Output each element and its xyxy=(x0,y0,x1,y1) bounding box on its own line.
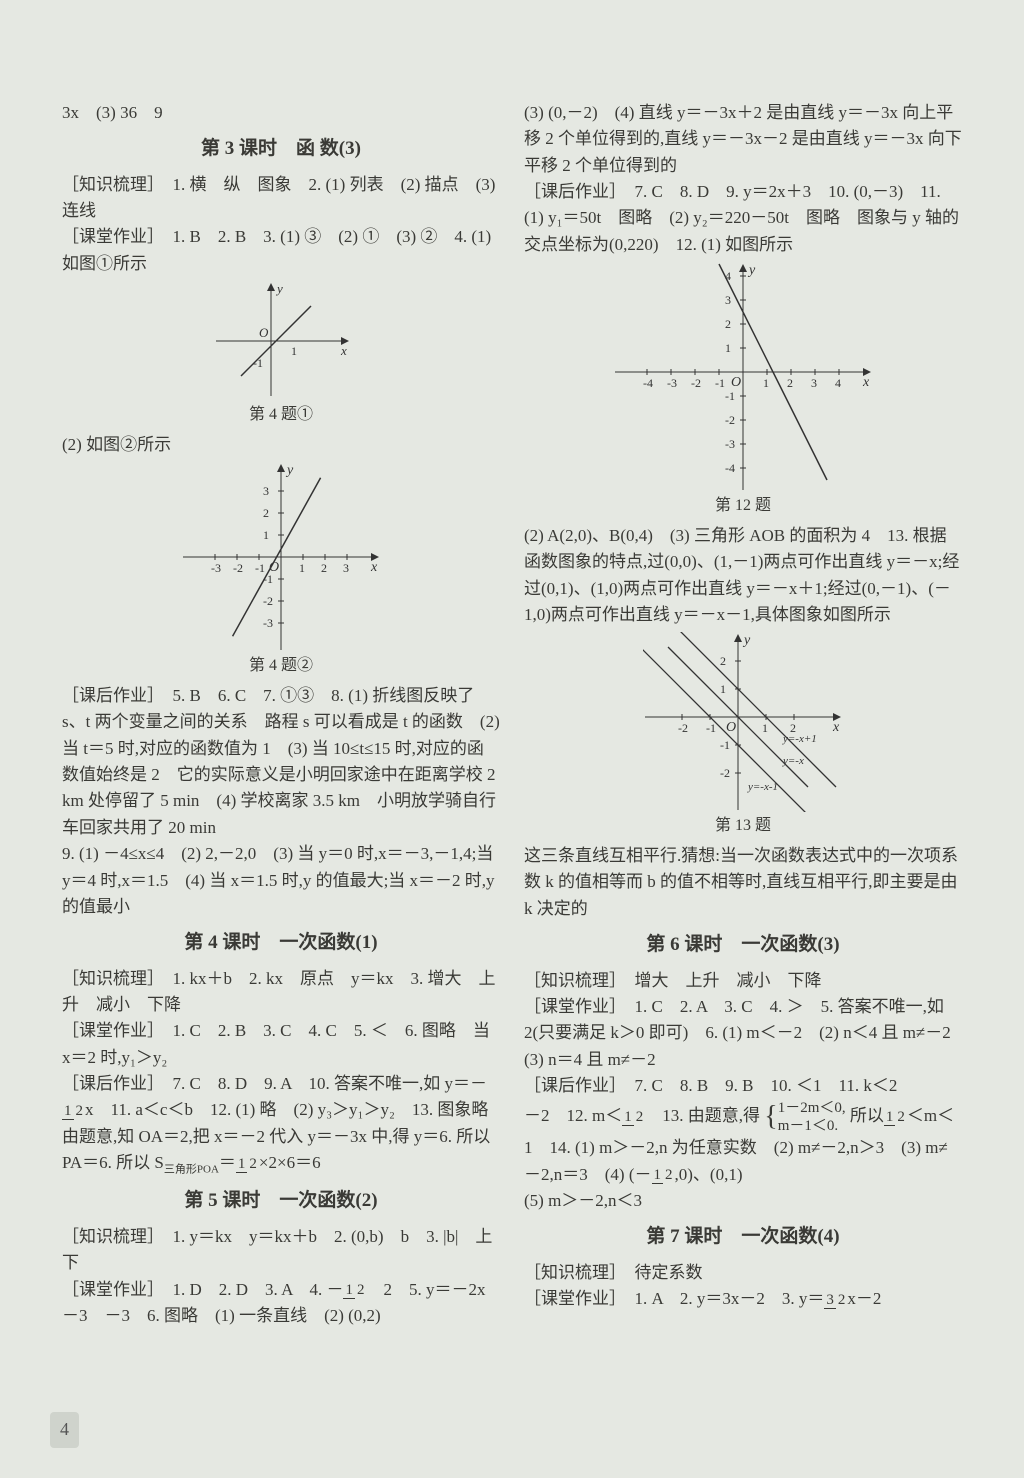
svg-text:-1: -1 xyxy=(725,389,735,403)
fig1-caption: 第 4 题① xyxy=(249,403,313,428)
l7-zs: ［知识梳理］ 待定系数 xyxy=(524,1260,962,1286)
svg-text:3: 3 xyxy=(343,561,349,575)
fig13-caption: 第 13 题 xyxy=(715,814,771,839)
lesson3-title: 第 3 课时 函 数(3) xyxy=(62,134,500,163)
graph-icon: xyO-4-3-2-11234-4-3-2-11234 xyxy=(613,262,873,492)
svg-text:O: O xyxy=(726,720,736,735)
svg-text:1: 1 xyxy=(299,561,305,575)
figure-12: xyO-4-3-2-11234-4-3-2-11234 第 12 题 xyxy=(524,262,962,519)
svg-text:3: 3 xyxy=(725,293,731,307)
l3-q9: 9. (1) －4≤x≤4 (2) 2,－2,0 (3) 当 y＝0 时,x＝－… xyxy=(62,841,500,920)
figure-4-2: xyO-3-2-1123-3-2-1123 第 4 题② xyxy=(62,462,500,679)
svg-text:1: 1 xyxy=(263,528,269,542)
l4-kt: ［课堂作业］ 1. C 2. B 3. C 4. C 5. ＜ 6. 图略 当 … xyxy=(62,1018,500,1071)
svg-text:3: 3 xyxy=(263,484,269,498)
svg-text:2: 2 xyxy=(725,317,731,331)
figure-13: xyO-2-112-2-112y=-x+1y=-xy=-x-1 第 13 题 xyxy=(524,632,962,839)
svg-text:-4: -4 xyxy=(725,461,735,475)
l3-kt: ［课堂作业］ 1. B 2. B 3. (1) ③ (2) ① (3) ② 4.… xyxy=(62,224,500,277)
l6-kt: ［课堂作业］ 1. C 2. A 3. C 4. ＞ 5. 答案不唯一,如 2(… xyxy=(524,994,962,1073)
l6-zs: ［知识梳理］ 增大 上升 减小 下降 xyxy=(524,968,962,994)
right-column: (3) (0,－2) (4) 直线 y＝－3x＋2 是由直线 y＝－3x 向上平… xyxy=(512,100,974,1438)
svg-text:-1: -1 xyxy=(715,376,725,390)
svg-text:4: 4 xyxy=(835,376,841,390)
fig12-caption: 第 12 题 xyxy=(715,494,771,519)
l3-kh: ［课后作业］ 5. B 6. C 7. ①③ 8. (1) 折线图反映了 s、t… xyxy=(62,683,500,841)
svg-text:-3: -3 xyxy=(263,616,273,630)
svg-text:O: O xyxy=(259,325,269,340)
svg-text:O: O xyxy=(731,375,741,390)
lesson4-title: 第 4 课时 一次函数(1) xyxy=(62,928,500,957)
lesson5-title: 第 5 课时 一次函数(2) xyxy=(62,1186,500,1215)
svg-text:y=-x: y=-x xyxy=(782,755,804,767)
svg-text:-2: -2 xyxy=(725,413,735,427)
svg-text:x: x xyxy=(340,343,347,358)
svg-text:x: x xyxy=(370,560,378,575)
fig2-caption: 第 4 题② xyxy=(249,654,313,679)
svg-text:-3: -3 xyxy=(211,561,221,575)
figure-4-1: xyO1-1 第 4 题① xyxy=(62,281,500,428)
r-kh: ［课后作业］ 7. C 8. D 9. y＝2x＋3 10. (0,－3) 11… xyxy=(524,179,962,258)
svg-text:y: y xyxy=(742,633,751,648)
l3-mid: (2) 如图②所示 xyxy=(62,432,500,458)
r-q12b: (2) A(2,0)、B(0,4) (3) 三角形 AOB 的面积为 4 13.… xyxy=(524,523,962,628)
svg-text:2: 2 xyxy=(263,506,269,520)
graph-icon: xyO-3-2-1123-3-2-1123 xyxy=(181,462,381,652)
svg-text:-4: -4 xyxy=(643,376,653,390)
svg-text:3: 3 xyxy=(811,376,817,390)
svg-text:-3: -3 xyxy=(725,437,735,451)
svg-text:2: 2 xyxy=(321,561,327,575)
l6-kh: ［课后作业］ 7. C 8. B 9. B 10. ＜1 11. k＜2 －2 … xyxy=(524,1073,962,1214)
svg-text:y: y xyxy=(285,463,294,478)
svg-text:-3: -3 xyxy=(667,376,677,390)
r-q13end: 这三条直线互相平行.猜想:当一次函数表达式中的一次项系数 k 的值相等而 b 的… xyxy=(524,843,962,922)
svg-text:1: 1 xyxy=(763,376,769,390)
svg-text:y=-x+1: y=-x+1 xyxy=(782,733,817,745)
svg-text:-2: -2 xyxy=(720,766,730,780)
svg-text:-2: -2 xyxy=(233,561,243,575)
svg-text:-1: -1 xyxy=(720,738,730,752)
top-line: 3x (3) 36 9 xyxy=(62,100,500,126)
graph-icon: xyO-2-112-2-112y=-x+1y=-xy=-x-1 xyxy=(643,632,843,812)
svg-text:-2: -2 xyxy=(691,376,701,390)
svg-text:x: x xyxy=(862,375,870,390)
lesson6-title: 第 6 课时 一次函数(3) xyxy=(524,930,962,959)
l5-zs: ［知识梳理］ 1. y＝kx y＝kx＋b 2. (0,b) b 3. |b| … xyxy=(62,1224,500,1277)
svg-text:-2: -2 xyxy=(678,721,688,735)
svg-text:1: 1 xyxy=(291,344,297,358)
page: 3x (3) 36 9 第 3 课时 函 数(3) ［知识梳理］ 1. 横 纵 … xyxy=(0,0,1024,1478)
l5-kt: ［课堂作业］ 1. D 2. D 3. A 4. －12 2 5. y＝－2x－… xyxy=(62,1277,500,1330)
l4-kh: ［课后作业］ 7. C 8. D 9. A 10. 答案不唯一,如 y＝－12x… xyxy=(62,1071,500,1178)
svg-text:2: 2 xyxy=(720,654,726,668)
svg-text:1: 1 xyxy=(720,682,726,696)
svg-text:2: 2 xyxy=(787,376,793,390)
svg-text:x: x xyxy=(832,720,840,735)
l7-kt: ［课堂作业］ 1. A 2. y＝3x－2 3. y＝32x－2 xyxy=(524,1286,962,1312)
svg-text:y=-x-1: y=-x-1 xyxy=(747,781,778,793)
svg-text:y: y xyxy=(275,281,283,296)
l4-zs: ［知识梳理］ 1. kx＋b 2. kx 原点 y＝kx 3. 增大 上升 减小… xyxy=(62,966,500,1019)
left-column: 3x (3) 36 9 第 3 课时 函 数(3) ［知识梳理］ 1. 横 纵 … xyxy=(50,100,512,1438)
svg-text:1: 1 xyxy=(762,721,768,735)
svg-text:y: y xyxy=(747,263,756,278)
graph-icon: xyO1-1 xyxy=(211,281,351,401)
l3-zs: ［知识梳理］ 1. 横 纵 图象 2. (1) 列表 (2) 描点 (3) 连线 xyxy=(62,172,500,225)
page-number: 4 xyxy=(50,1412,79,1448)
r-cont: (3) (0,－2) (4) 直线 y＝－3x＋2 是由直线 y＝－3x 向上平… xyxy=(524,100,962,179)
svg-text:1: 1 xyxy=(725,341,731,355)
svg-text:-2: -2 xyxy=(263,594,273,608)
lesson7-title: 第 7 课时 一次函数(4) xyxy=(524,1222,962,1251)
svg-text:-1: -1 xyxy=(706,721,716,735)
